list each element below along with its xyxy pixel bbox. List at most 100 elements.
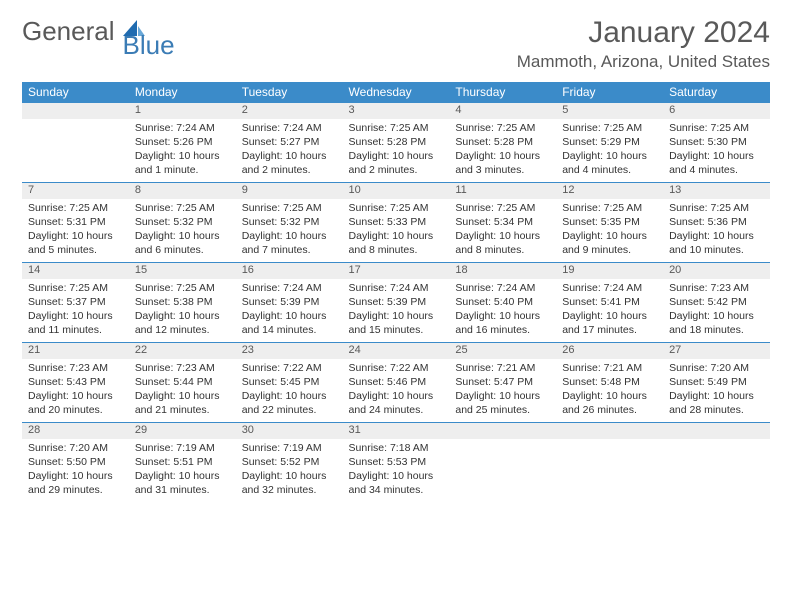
day-number-cell: 29 (129, 423, 236, 439)
day-content-cell: Sunrise: 7:20 AMSunset: 5:50 PMDaylight:… (22, 439, 129, 503)
sunrise-text: Sunrise: 7:25 AM (669, 201, 764, 215)
sunset-text: Sunset: 5:42 PM (669, 295, 764, 309)
sunset-text: Sunset: 5:49 PM (669, 375, 764, 389)
day-number-cell: 6 (663, 103, 770, 119)
daylight-text: Daylight: 10 hours and 22 minutes. (242, 389, 337, 417)
weekday-header: Saturday (663, 82, 770, 103)
day-content-cell: Sunrise: 7:25 AMSunset: 5:28 PMDaylight:… (449, 119, 556, 183)
sunrise-text: Sunrise: 7:24 AM (135, 121, 230, 135)
daylight-text: Daylight: 10 hours and 9 minutes. (562, 229, 657, 257)
sunrise-text: Sunrise: 7:18 AM (349, 441, 444, 455)
day-content-cell: Sunrise: 7:20 AMSunset: 5:49 PMDaylight:… (663, 359, 770, 423)
sunrise-text: Sunrise: 7:25 AM (28, 201, 123, 215)
day-content-cell (556, 439, 663, 503)
day-number-cell: 9 (236, 183, 343, 199)
brand-part1: General (22, 16, 115, 47)
sunrise-text: Sunrise: 7:24 AM (349, 281, 444, 295)
day-content-cell: Sunrise: 7:25 AMSunset: 5:30 PMDaylight:… (663, 119, 770, 183)
month-title: January 2024 (517, 16, 770, 50)
day-number-cell (22, 103, 129, 119)
sunrise-text: Sunrise: 7:21 AM (455, 361, 550, 375)
sunrise-text: Sunrise: 7:25 AM (349, 121, 444, 135)
day-number-cell: 11 (449, 183, 556, 199)
daylight-text: Daylight: 10 hours and 11 minutes. (28, 309, 123, 337)
day-number-cell: 12 (556, 183, 663, 199)
weekday-header: Wednesday (343, 82, 450, 103)
day-number-cell: 2 (236, 103, 343, 119)
day-content-cell: Sunrise: 7:25 AMSunset: 5:37 PMDaylight:… (22, 279, 129, 343)
daylight-text: Daylight: 10 hours and 4 minutes. (669, 149, 764, 177)
day-content-cell: Sunrise: 7:23 AMSunset: 5:42 PMDaylight:… (663, 279, 770, 343)
sunset-text: Sunset: 5:43 PM (28, 375, 123, 389)
day-content-cell: Sunrise: 7:25 AMSunset: 5:33 PMDaylight:… (343, 199, 450, 263)
day-number-cell: 23 (236, 343, 343, 359)
day-content-row: Sunrise: 7:23 AMSunset: 5:43 PMDaylight:… (22, 359, 770, 423)
day-content-cell: Sunrise: 7:24 AMSunset: 5:40 PMDaylight:… (449, 279, 556, 343)
daylight-text: Daylight: 10 hours and 21 minutes. (135, 389, 230, 417)
sunset-text: Sunset: 5:32 PM (242, 215, 337, 229)
day-content-cell: Sunrise: 7:25 AMSunset: 5:38 PMDaylight:… (129, 279, 236, 343)
day-number-cell: 18 (449, 263, 556, 279)
weekday-header: Sunday (22, 82, 129, 103)
day-number-row: 14151617181920 (22, 263, 770, 279)
sunset-text: Sunset: 5:26 PM (135, 135, 230, 149)
daylight-text: Daylight: 10 hours and 29 minutes. (28, 469, 123, 497)
daylight-text: Daylight: 10 hours and 25 minutes. (455, 389, 550, 417)
day-number-cell: 14 (22, 263, 129, 279)
daylight-text: Daylight: 10 hours and 17 minutes. (562, 309, 657, 337)
day-number-cell: 1 (129, 103, 236, 119)
daylight-text: Daylight: 10 hours and 10 minutes. (669, 229, 764, 257)
day-number-cell (663, 423, 770, 439)
sunset-text: Sunset: 5:38 PM (135, 295, 230, 309)
day-content-cell: Sunrise: 7:21 AMSunset: 5:48 PMDaylight:… (556, 359, 663, 423)
day-number-cell: 3 (343, 103, 450, 119)
day-number-cell: 24 (343, 343, 450, 359)
sunset-text: Sunset: 5:28 PM (455, 135, 550, 149)
sunrise-text: Sunrise: 7:25 AM (562, 121, 657, 135)
day-content-cell: Sunrise: 7:23 AMSunset: 5:44 PMDaylight:… (129, 359, 236, 423)
sunset-text: Sunset: 5:52 PM (242, 455, 337, 469)
daylight-text: Daylight: 10 hours and 31 minutes. (135, 469, 230, 497)
daylight-text: Daylight: 10 hours and 2 minutes. (349, 149, 444, 177)
day-number-cell: 17 (343, 263, 450, 279)
sunrise-text: Sunrise: 7:24 AM (242, 281, 337, 295)
day-number-cell: 7 (22, 183, 129, 199)
calendar-table: Sunday Monday Tuesday Wednesday Thursday… (22, 82, 770, 503)
day-number-row: 21222324252627 (22, 343, 770, 359)
day-number-cell (449, 423, 556, 439)
sunset-text: Sunset: 5:27 PM (242, 135, 337, 149)
daylight-text: Daylight: 10 hours and 26 minutes. (562, 389, 657, 417)
location-text: Mammoth, Arizona, United States (517, 52, 770, 72)
sunrise-text: Sunrise: 7:25 AM (242, 201, 337, 215)
sunrise-text: Sunrise: 7:25 AM (135, 281, 230, 295)
day-number-cell: 20 (663, 263, 770, 279)
sunrise-text: Sunrise: 7:20 AM (669, 361, 764, 375)
sunset-text: Sunset: 5:34 PM (455, 215, 550, 229)
day-number-cell: 21 (22, 343, 129, 359)
daylight-text: Daylight: 10 hours and 8 minutes. (349, 229, 444, 257)
day-content-cell: Sunrise: 7:24 AMSunset: 5:39 PMDaylight:… (343, 279, 450, 343)
day-content-cell: Sunrise: 7:25 AMSunset: 5:32 PMDaylight:… (236, 199, 343, 263)
day-content-cell: Sunrise: 7:19 AMSunset: 5:51 PMDaylight:… (129, 439, 236, 503)
sunrise-text: Sunrise: 7:21 AM (562, 361, 657, 375)
day-content-row: Sunrise: 7:25 AMSunset: 5:31 PMDaylight:… (22, 199, 770, 263)
sunset-text: Sunset: 5:50 PM (28, 455, 123, 469)
sunset-text: Sunset: 5:29 PM (562, 135, 657, 149)
page-header: General Blue January 2024 Mammoth, Arizo… (0, 0, 792, 76)
daylight-text: Daylight: 10 hours and 12 minutes. (135, 309, 230, 337)
sunrise-text: Sunrise: 7:23 AM (669, 281, 764, 295)
day-content-cell (22, 119, 129, 183)
daylight-text: Daylight: 10 hours and 6 minutes. (135, 229, 230, 257)
daylight-text: Daylight: 10 hours and 28 minutes. (669, 389, 764, 417)
day-content-cell: Sunrise: 7:25 AMSunset: 5:34 PMDaylight:… (449, 199, 556, 263)
day-number-cell: 28 (22, 423, 129, 439)
daylight-text: Daylight: 10 hours and 24 minutes. (349, 389, 444, 417)
sunrise-text: Sunrise: 7:24 AM (242, 121, 337, 135)
daylight-text: Daylight: 10 hours and 5 minutes. (28, 229, 123, 257)
day-content-cell (663, 439, 770, 503)
day-content-cell: Sunrise: 7:24 AMSunset: 5:27 PMDaylight:… (236, 119, 343, 183)
daylight-text: Daylight: 10 hours and 18 minutes. (669, 309, 764, 337)
sunset-text: Sunset: 5:33 PM (349, 215, 444, 229)
sunrise-text: Sunrise: 7:24 AM (455, 281, 550, 295)
title-block: January 2024 Mammoth, Arizona, United St… (517, 16, 770, 72)
